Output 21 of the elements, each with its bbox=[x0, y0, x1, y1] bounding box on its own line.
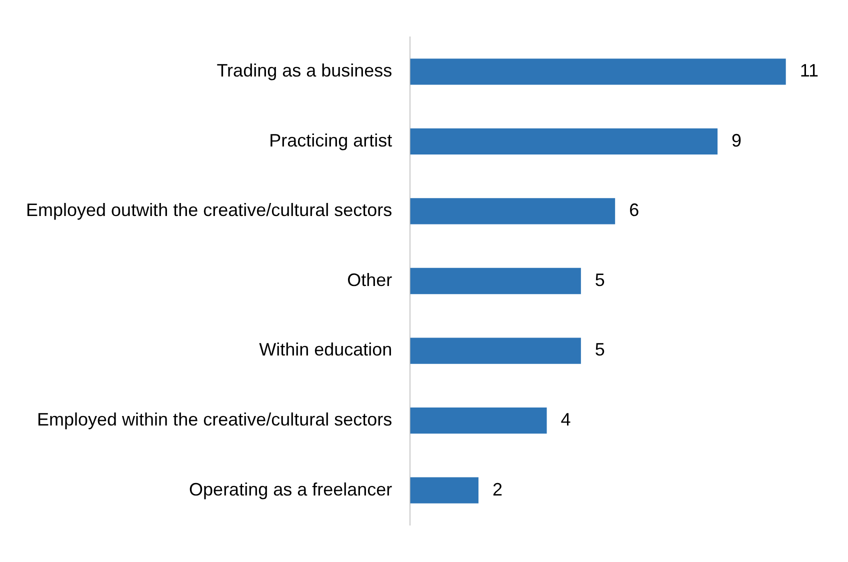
data-label: 6 bbox=[629, 200, 640, 220]
y-tick-label: Practicing artist bbox=[269, 130, 392, 150]
bar bbox=[410, 477, 478, 504]
y-tick-label: Within education bbox=[259, 340, 392, 360]
y-tick-label: Operating as a freelancer bbox=[189, 479, 392, 500]
data-label: 5 bbox=[594, 270, 605, 290]
data-label: 9 bbox=[732, 130, 742, 150]
bar bbox=[410, 198, 616, 224]
y-tick-label: Other bbox=[347, 270, 392, 290]
data-label: 4 bbox=[560, 410, 571, 430]
y-tick-label: Employed within the creative/cultural sectors bbox=[37, 410, 392, 430]
data-label: 2 bbox=[492, 479, 502, 500]
y-tick-label: Employed outwith the creative/cultural sectors bbox=[26, 200, 392, 220]
data-label: 5 bbox=[594, 340, 605, 360]
bar bbox=[410, 268, 581, 294]
bar bbox=[410, 338, 581, 364]
bar bbox=[410, 128, 718, 155]
data-label: 11 bbox=[800, 60, 819, 81]
bar bbox=[410, 407, 547, 434]
bar bbox=[410, 58, 786, 85]
y-tick-label: Trading as a business bbox=[216, 60, 392, 81]
